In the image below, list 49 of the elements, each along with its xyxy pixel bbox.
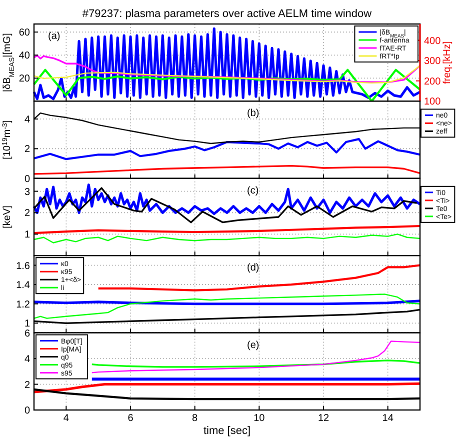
y-tick-label: 40 [18,50,30,62]
y-tick-label: 4 [24,354,30,366]
y-tick-label: 0 [24,174,30,185]
line-series [33,164,421,175]
line-series [32,27,422,100]
y-tick-label: 1.2 [16,299,30,310]
x-tick-label: 8 [192,413,198,424]
y-tick-label: 2 [24,144,30,156]
line-series [32,224,422,234]
line-series [32,138,422,160]
annotation: (e) [247,340,260,351]
y2-tick-label: 200 [424,76,442,88]
y2-tick-label: 400 [424,36,442,47]
y-tick-label: 1 [24,230,30,241]
line-series [33,65,421,84]
annotation: (d) [247,262,260,274]
y-tick-label: 1 [24,318,30,330]
line-series [33,54,421,84]
line-series [32,382,422,394]
y-tick-label: 3 [24,186,30,198]
y-tick-label: 20 [18,74,30,85]
line-series [33,234,421,244]
y2-tick-label: 300 [424,56,442,68]
chart-title: #79237: plasma parameters over active AELM time window [82,8,372,20]
y2-axis-title: freq.[kHz] [442,40,453,84]
x-axis-title: time [sec] [203,425,251,437]
x-tick-label: 10 [254,413,266,424]
y-tick-label: 1.6 [16,260,30,272]
line-series [97,264,422,292]
annotation: (c) [247,185,259,196]
x-tick-label: 12 [318,413,330,424]
y2-tick-label: 100 [424,96,442,108]
annotation: (b) [247,108,260,120]
line-series [33,294,421,319]
line-series [91,360,421,368]
line-series [91,340,421,374]
annotation: (a) [48,31,60,42]
y-axis-title: [keV] [2,205,13,228]
y-tick-label: 0 [24,406,30,416]
y-tick-label: 6 [24,328,30,340]
y-tick-label: 1.4 [16,280,30,292]
x-tick-label: 6 [128,413,134,424]
x-tick-label: 4 [63,413,70,424]
y-tick-label: 4 [24,114,30,126]
y-tick-label: 60 [18,28,30,39]
line-series [32,68,422,102]
y-tick-label: 2 [24,208,30,220]
x-tick-label: 14 [382,413,394,424]
y-tick-label: 2 [24,380,30,391]
